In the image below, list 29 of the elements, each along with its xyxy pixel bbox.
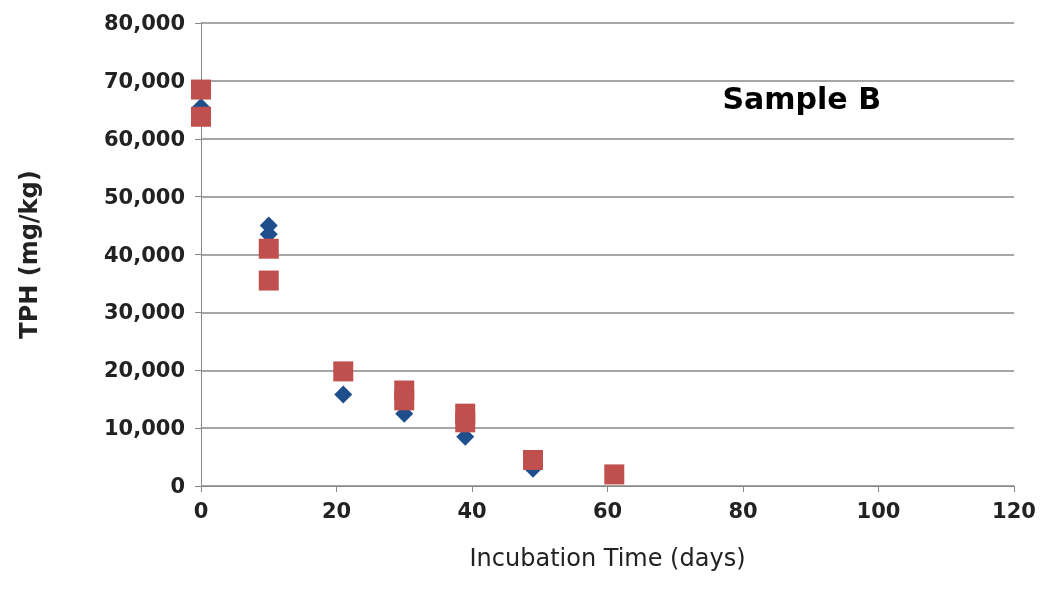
y-tick-label: 60,000 (103, 126, 185, 151)
point (191, 106, 211, 127)
y-tick-label: 70,000 (103, 68, 185, 93)
x-axis-title: Incubation Time (days) (469, 544, 746, 572)
x-tick-label: 40 (457, 498, 487, 523)
y-tick-label: 40,000 (103, 242, 185, 267)
point (455, 412, 476, 433)
y-tick-label: 50,000 (103, 184, 185, 209)
x-tick-label: 120 (992, 498, 1036, 523)
point (191, 79, 211, 100)
x-tick-label: 60 (592, 498, 623, 523)
point (334, 385, 353, 404)
y-tick-label: 10,000 (103, 416, 185, 441)
text: Sample B (722, 80, 882, 116)
y-axis-title: TPH (mg/kg) (15, 170, 43, 339)
point (394, 390, 415, 411)
x-tick-label: 0 (193, 498, 209, 523)
point (333, 361, 354, 382)
y-tick-label: 30,000 (103, 300, 185, 325)
y-tick-label: 20,000 (103, 358, 185, 383)
x-tick-label: 20 (321, 498, 352, 523)
point (522, 449, 543, 470)
x-tick-label: 100 (856, 498, 901, 523)
y-tick-label: 80,000 (103, 11, 185, 35)
point (258, 238, 279, 259)
x-tick-label: 80 (728, 498, 758, 523)
y-tick-label: 0 (170, 474, 185, 498)
point (258, 270, 279, 291)
point (604, 464, 625, 485)
